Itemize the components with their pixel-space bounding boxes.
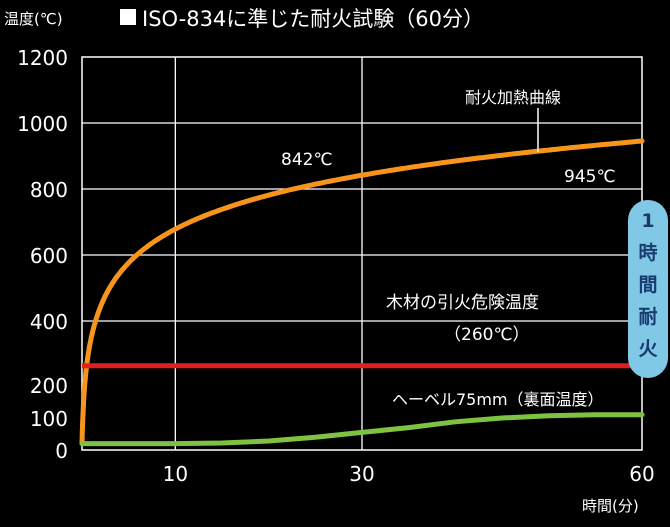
hebel-label: ヘーベル75mm（裏面温度） xyxy=(392,390,604,409)
x-tick-label-60: 60 xyxy=(629,462,654,486)
badge-char-3: 間 xyxy=(638,274,657,296)
y-tick-label-0: 0 xyxy=(55,439,68,463)
heating-curve-label: 耐火加熱曲線 xyxy=(465,88,561,107)
badge-char-1: 1 xyxy=(641,210,654,232)
y-tick-label-1000: 1000 xyxy=(17,112,68,136)
y-tick-label-400: 400 xyxy=(30,310,68,334)
grid-lines xyxy=(82,57,642,450)
x-axis-title: 時間(分) xyxy=(582,497,639,515)
y-axis-title: 温度(℃) xyxy=(4,10,63,28)
wood-ignition-temp-label: （260℃） xyxy=(444,325,530,345)
y-tick-labels: 0 100 200 400 600 800 1000 1200 xyxy=(17,46,68,463)
chart-title: ISO-834に準じた耐火試験（60分） xyxy=(142,7,484,31)
y-tick-label-1200: 1200 xyxy=(17,46,68,70)
title-square-icon xyxy=(120,9,136,25)
x-tick-label-30: 30 xyxy=(349,462,374,486)
x-tick-label-10: 10 xyxy=(163,462,188,486)
wood-ignition-label: 木材の引火危険温度 xyxy=(386,293,539,313)
one-hour-fireproof-badge: 1 時 間 耐 火 xyxy=(628,200,668,378)
badge-char-2: 時 xyxy=(638,242,657,264)
series-line-hebel-back xyxy=(79,412,645,447)
y-tick-label-200: 200 xyxy=(30,374,68,398)
badge-char-5: 火 xyxy=(638,338,658,360)
x-tick-labels: 10 30 60 xyxy=(163,462,655,486)
y-tick-label-100: 100 xyxy=(30,407,68,431)
label-945: 945℃ xyxy=(564,167,616,187)
label-842: 842℃ xyxy=(281,150,333,170)
badge-char-4: 耐 xyxy=(638,306,657,328)
y-tick-label-800: 800 xyxy=(30,178,68,202)
series-line-heating-curve xyxy=(79,138,645,447)
y-tick-label-600: 600 xyxy=(30,244,68,268)
